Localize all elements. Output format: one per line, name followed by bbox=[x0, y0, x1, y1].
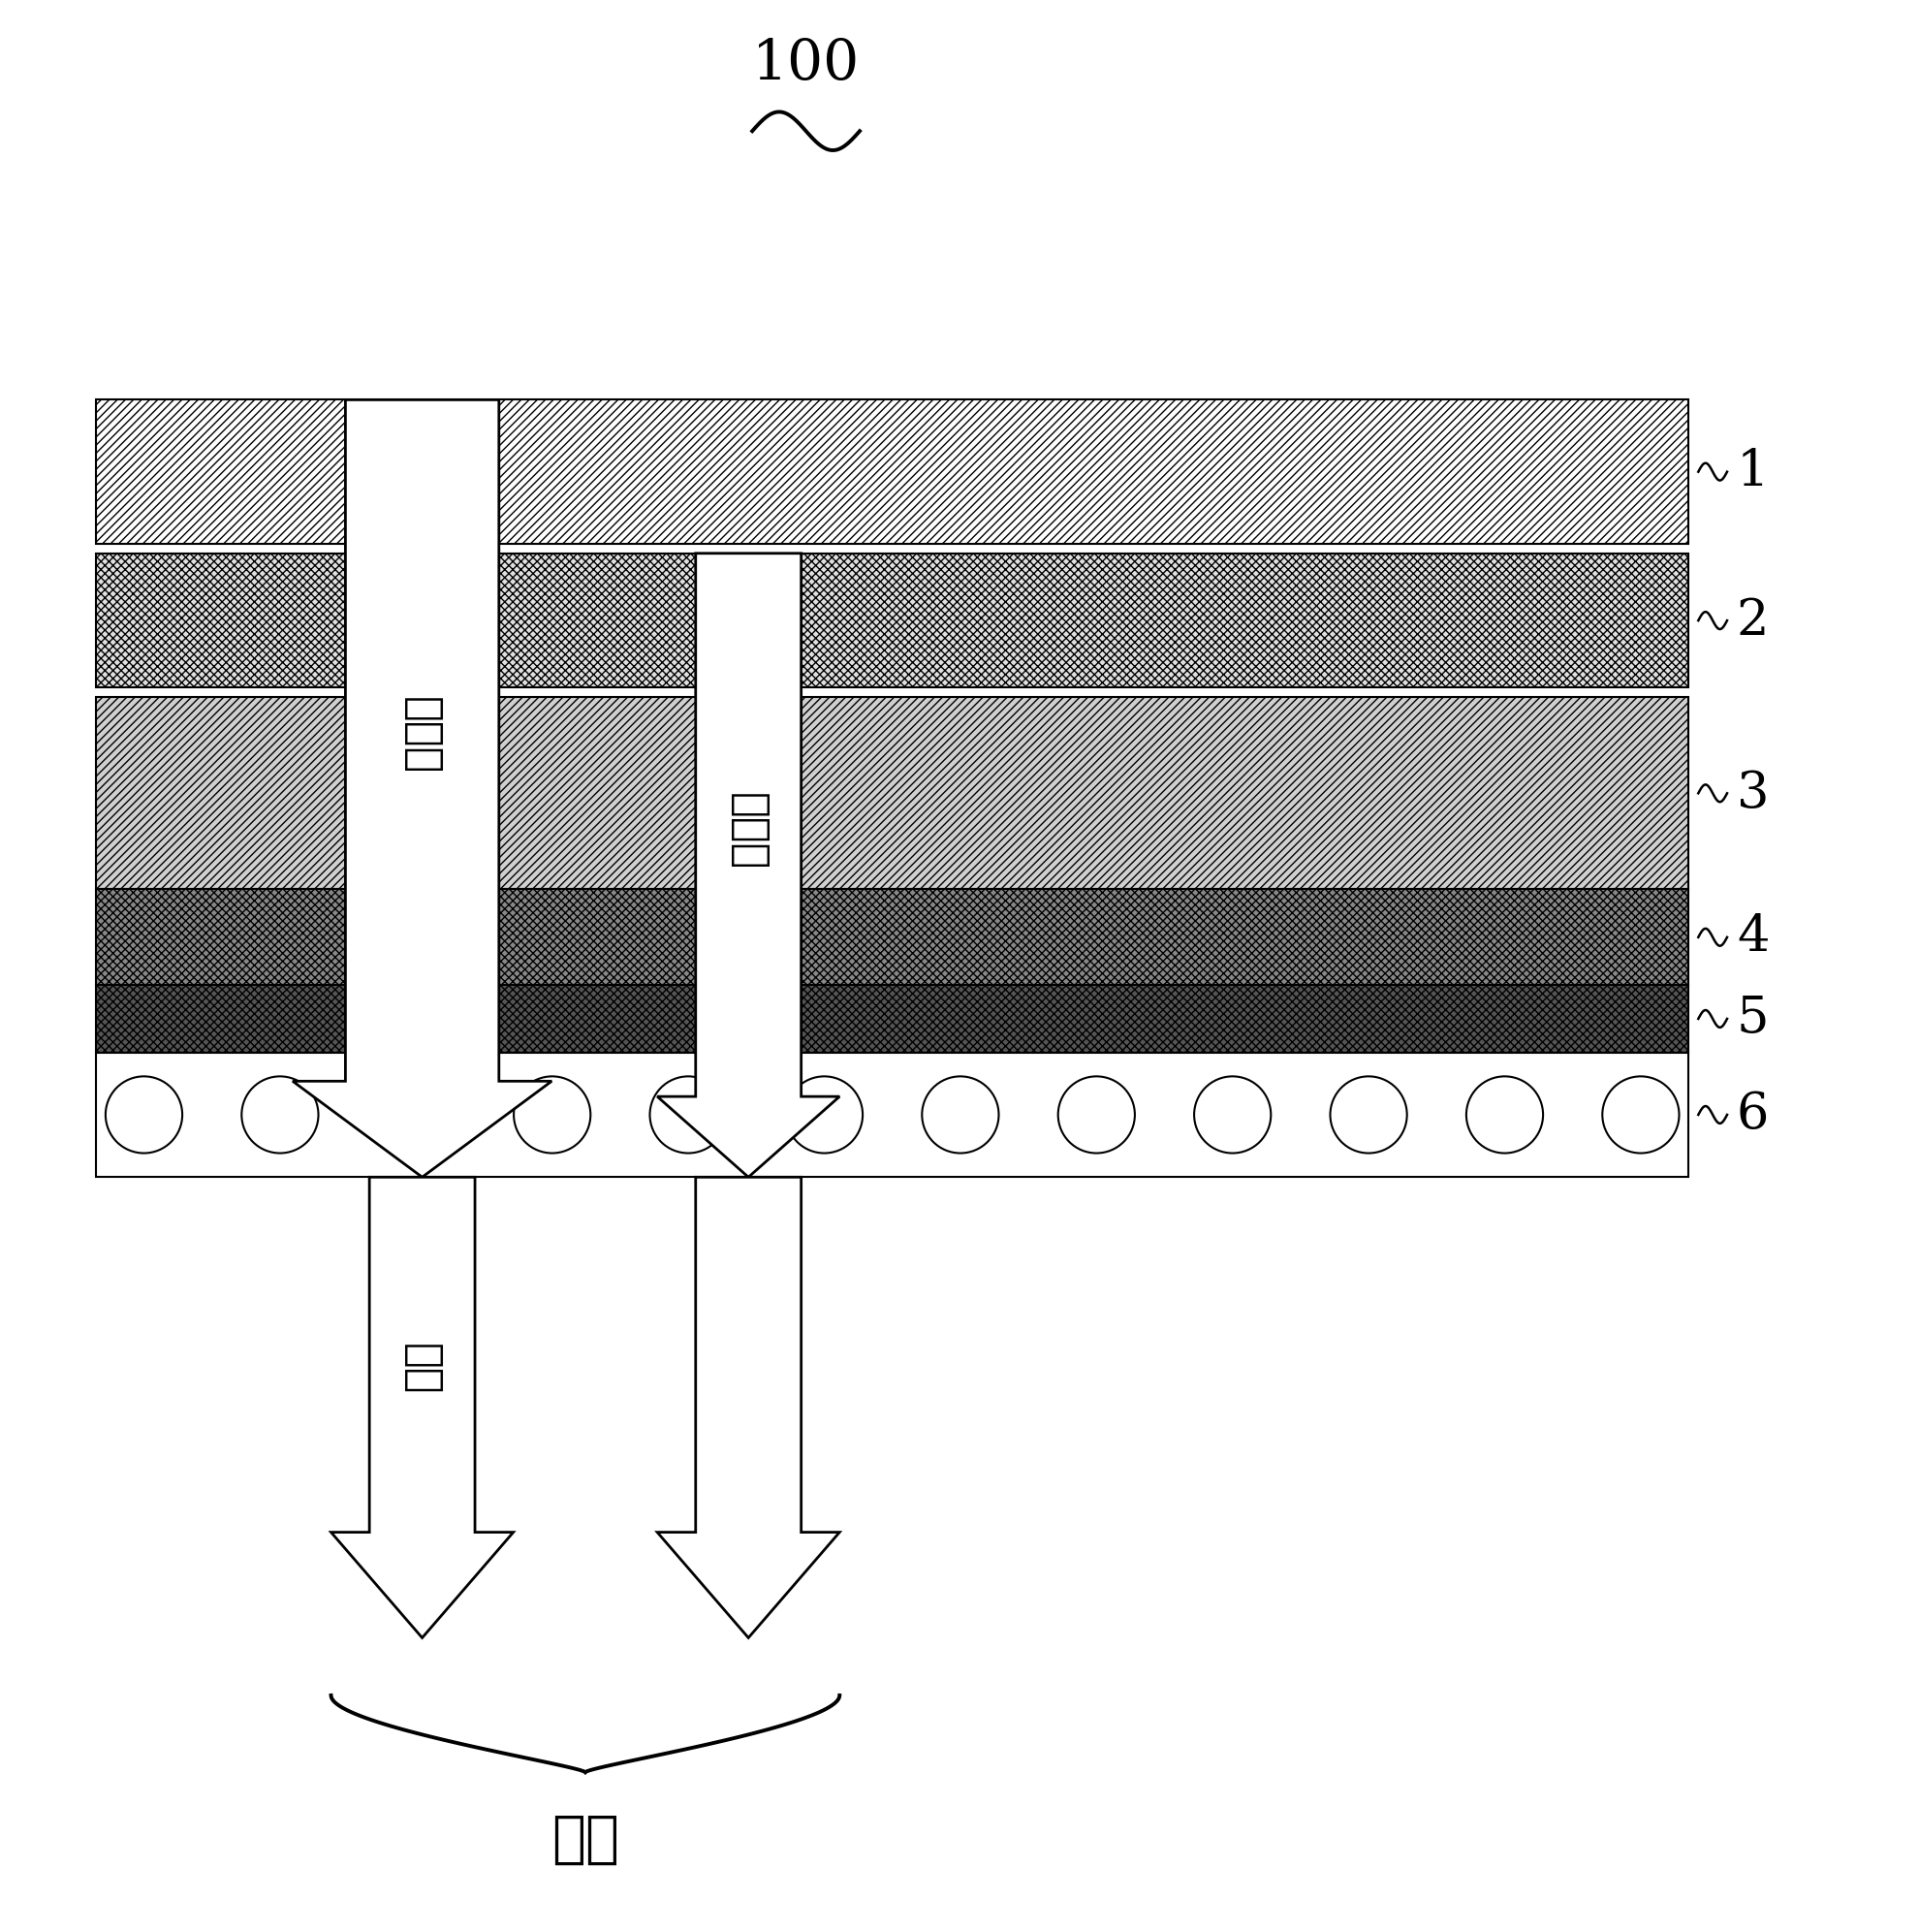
Bar bbox=[96, 697, 1689, 889]
Text: 6: 6 bbox=[1737, 1090, 1769, 1140]
Text: 5: 5 bbox=[1737, 995, 1769, 1043]
Circle shape bbox=[1194, 1076, 1270, 1153]
Polygon shape bbox=[332, 1177, 514, 1638]
Text: 光绿红: 光绿红 bbox=[401, 697, 443, 775]
Polygon shape bbox=[656, 1177, 841, 1638]
Text: 4: 4 bbox=[1737, 912, 1769, 962]
Polygon shape bbox=[294, 400, 553, 1177]
Polygon shape bbox=[656, 553, 841, 1177]
Text: 光绿红: 光绿红 bbox=[727, 792, 770, 871]
Text: 白光: 白光 bbox=[551, 1812, 620, 1866]
Text: 2: 2 bbox=[1737, 595, 1769, 645]
Circle shape bbox=[106, 1076, 182, 1153]
Circle shape bbox=[787, 1076, 864, 1153]
Circle shape bbox=[1602, 1076, 1679, 1153]
Circle shape bbox=[1057, 1076, 1134, 1153]
Text: 光蓝: 光蓝 bbox=[401, 1343, 443, 1395]
Bar bbox=[96, 400, 1689, 543]
Text: 100: 100 bbox=[752, 37, 860, 91]
Circle shape bbox=[651, 1076, 727, 1153]
Bar bbox=[96, 553, 1689, 688]
Text: 3: 3 bbox=[1737, 769, 1769, 817]
Circle shape bbox=[242, 1076, 319, 1153]
Circle shape bbox=[1330, 1076, 1407, 1153]
Circle shape bbox=[514, 1076, 591, 1153]
Circle shape bbox=[921, 1076, 998, 1153]
Circle shape bbox=[378, 1076, 455, 1153]
Circle shape bbox=[1466, 1076, 1543, 1153]
Bar bbox=[96, 985, 1689, 1053]
Bar bbox=[96, 1053, 1689, 1177]
Bar bbox=[96, 889, 1689, 985]
Text: 1: 1 bbox=[1737, 446, 1769, 497]
